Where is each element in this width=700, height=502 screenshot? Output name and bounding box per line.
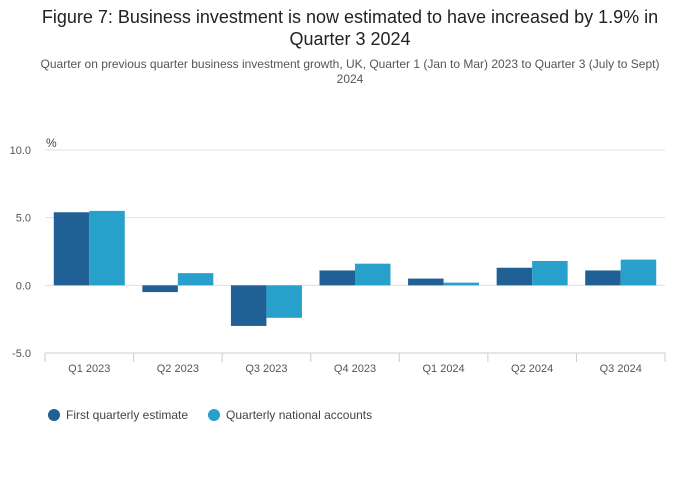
bar-first-estimate[interactable] <box>53 212 90 286</box>
y-tick-label: 10.0 <box>10 145 31 157</box>
y-axis-label: % <box>46 136 57 150</box>
legend-swatch-first-estimate <box>48 409 60 421</box>
chart-title: Figure 7: Business investment is now est… <box>41 7 659 49</box>
legend-item-national-accounts[interactable]: Quarterly national accounts <box>208 408 372 422</box>
x-tick-label: Q2 2023 <box>157 363 199 375</box>
bar-first-estimate[interactable] <box>230 285 267 326</box>
x-tick-label: Q2 2024 <box>511 363 553 375</box>
legend-label-national-accounts: Quarterly national accounts <box>226 408 373 422</box>
x-tick-label: Q4 2023 <box>334 363 376 375</box>
bar-national-accounts[interactable] <box>620 259 657 286</box>
legend-item-first-estimate[interactable]: First quarterly estimate <box>48 408 188 422</box>
bar-national-accounts[interactable] <box>355 263 391 286</box>
legend: First quarterly estimate Quarterly natio… <box>48 408 372 422</box>
x-tick-label: Q1 2023 <box>68 363 110 375</box>
y-tick-label: 0.0 <box>16 280 31 292</box>
x-tick-label: Q3 2024 <box>600 363 642 375</box>
bar-first-estimate[interactable] <box>319 270 356 286</box>
bar-national-accounts[interactable] <box>89 210 125 286</box>
bar-first-estimate[interactable] <box>142 285 178 293</box>
bar-national-accounts[interactable] <box>177 273 214 286</box>
y-tick-label: -5.0 <box>12 348 31 360</box>
bar-national-accounts[interactable] <box>443 282 480 286</box>
legend-swatch-national-accounts <box>208 409 221 421</box>
bar-first-estimate[interactable] <box>408 278 444 286</box>
bar-first-estimate[interactable] <box>585 270 621 286</box>
y-axis-tick-labels: 10.0 5.0 0.0 -5.0 <box>10 145 31 360</box>
bar-national-accounts[interactable] <box>266 285 302 318</box>
legend-label-first-estimate: First quarterly estimate <box>66 408 189 422</box>
bars <box>53 210 657 326</box>
x-tick-label: Q3 2023 <box>245 363 287 375</box>
y-tick-label: 5.0 <box>16 213 31 225</box>
bar-national-accounts[interactable] <box>532 260 568 286</box>
chart-subtitle: Quarter on previous quarter business inv… <box>40 57 660 86</box>
x-axis: Q1 2023 Q2 2023 Q3 2023 Q4 2023 Q1 2024 Q2 20… <box>44 352 666 375</box>
bar-first-estimate[interactable] <box>496 267 533 286</box>
x-tick-label: Q1 2024 <box>422 363 464 375</box>
